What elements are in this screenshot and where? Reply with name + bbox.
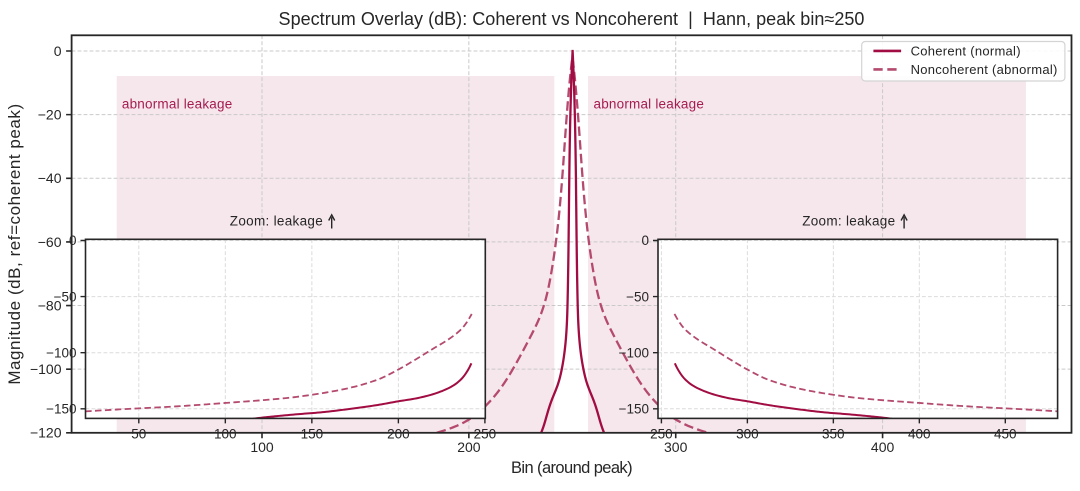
svg-text:Zoom: leakage: Zoom: leakage — [802, 214, 895, 229]
svg-text:Magnitude (dB, ref=coherent pe: Magnitude (dB, ref=coherent peak) — [5, 103, 24, 384]
svg-text:200: 200 — [387, 426, 410, 441]
svg-text:450: 450 — [994, 426, 1017, 441]
svg-text:0: 0 — [69, 233, 77, 248]
svg-text:−20: −20 — [38, 107, 62, 123]
svg-text:−150: −150 — [46, 402, 76, 417]
svg-text:200: 200 — [457, 439, 481, 455]
svg-text:Coherent (normal): Coherent (normal) — [911, 44, 1021, 59]
svg-text:400: 400 — [908, 426, 931, 441]
svg-text:−50: −50 — [626, 289, 649, 304]
svg-text:50: 50 — [131, 426, 146, 441]
svg-text:Noncoherent (abnormal): Noncoherent (abnormal) — [911, 62, 1058, 77]
svg-text:−150: −150 — [619, 402, 649, 417]
svg-text:Zoom: leakage: Zoom: leakage — [230, 214, 323, 229]
svg-text:150: 150 — [301, 426, 324, 441]
svg-text:−50: −50 — [54, 289, 77, 304]
svg-text:100: 100 — [250, 439, 274, 455]
svg-text:300: 300 — [736, 426, 759, 441]
svg-text:abnormal leakage: abnormal leakage — [594, 96, 705, 111]
svg-text:0: 0 — [54, 43, 62, 59]
svg-text:−100: −100 — [30, 361, 62, 377]
svg-text:400: 400 — [871, 439, 895, 455]
svg-text:350: 350 — [822, 426, 845, 441]
svg-text:−60: −60 — [38, 234, 62, 250]
svg-text:−120: −120 — [30, 425, 62, 441]
svg-text:250: 250 — [650, 426, 673, 441]
svg-text:−100: −100 — [46, 345, 76, 360]
svg-text:250: 250 — [474, 426, 497, 441]
svg-text:−80: −80 — [38, 297, 62, 313]
svg-text:−40: −40 — [38, 170, 62, 186]
svg-text:300: 300 — [664, 439, 688, 455]
svg-text:100: 100 — [214, 426, 237, 441]
svg-text:−100: −100 — [619, 345, 649, 360]
svg-text:0: 0 — [641, 233, 649, 248]
svg-text:abnormal leakage: abnormal leakage — [122, 96, 233, 111]
svg-text:Bin (around peak): Bin (around peak) — [511, 459, 632, 477]
svg-text:Spectrum Overlay (dB): Coheren: Spectrum Overlay (dB): Coherent vs Nonco… — [279, 9, 865, 29]
